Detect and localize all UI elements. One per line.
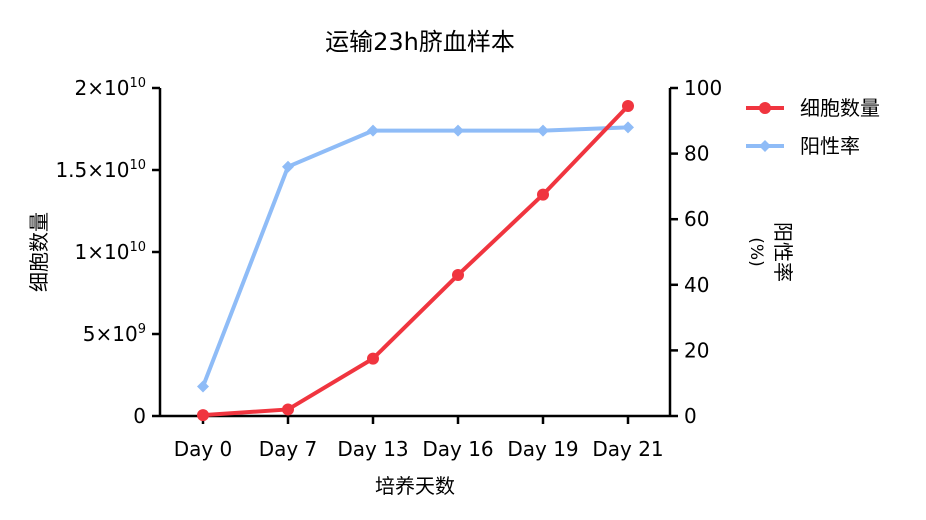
x-tick-label: Day 21 (592, 437, 663, 461)
right-axis-label-unit: (%) (746, 237, 766, 266)
legend-marker-diamond (759, 140, 771, 152)
x-tick-label: Day 7 (259, 437, 318, 461)
left-tick-label: 1.5×1010 (55, 158, 146, 182)
left-tick-label: 1×1010 (75, 240, 146, 264)
left-tick-label: 5×109 (83, 322, 146, 346)
legend-label: 阳性率 (800, 134, 860, 158)
data-point-diamond (452, 124, 464, 137)
data-point-circle (452, 268, 464, 281)
right-axis-label-main: 阳性率 (771, 222, 795, 282)
chart-title: 运输23h脐血样本 (325, 28, 515, 56)
data-point-circle (367, 352, 379, 365)
series-layer (197, 100, 634, 422)
data-point-circle (537, 188, 549, 201)
series-line-circle (202, 104, 630, 418)
left-tick-label: 0 (133, 404, 146, 428)
left-axis-label: 细胞数量 (27, 212, 51, 292)
x-tick-label: Day 0 (174, 437, 233, 461)
right-tick-label: 0 (684, 404, 697, 428)
right-tick-label: 20 (684, 338, 709, 362)
right-tick-label: 100 (684, 76, 722, 100)
left-tick-exponent: 10 (129, 158, 146, 173)
data-point-circle (282, 403, 294, 416)
left-tick-exponent: 10 (129, 240, 146, 255)
left-axis-ticks: 0 5×109 1×1010 1.5×1010 2×1010 (55, 76, 160, 428)
data-point-circle (197, 409, 209, 422)
x-tick-label: Day 16 (422, 437, 493, 461)
left-tick-label: 2×1010 (75, 76, 146, 100)
data-point-circle (622, 100, 634, 113)
x-axis-label: 培养天数 (375, 474, 455, 498)
data-point-diamond (197, 380, 209, 393)
right-tick-label: 40 (684, 273, 709, 297)
x-tick-label: Day 13 (337, 437, 408, 461)
series-line-diamond (201, 125, 629, 388)
data-point-diamond (367, 124, 379, 137)
left-tick-exponent: 10 (129, 76, 146, 91)
x-axis-ticks: Day 0 Day 7 Day 13 Day 16 Day 19 Day 21 (174, 416, 664, 461)
data-point-diamond (282, 160, 294, 173)
data-point-diamond (622, 121, 634, 134)
legend-marker-circle (759, 102, 771, 114)
right-axis-ticks: 0 20 40 60 80 100 (670, 76, 722, 428)
legend-label: 细胞数量 (800, 96, 880, 120)
right-tick-label: 80 (684, 142, 709, 166)
right-tick-label: 60 (684, 207, 709, 231)
left-tick-exponent: 9 (138, 322, 146, 337)
x-tick-label: Day 19 (507, 437, 578, 461)
data-point-diamond (537, 124, 549, 137)
